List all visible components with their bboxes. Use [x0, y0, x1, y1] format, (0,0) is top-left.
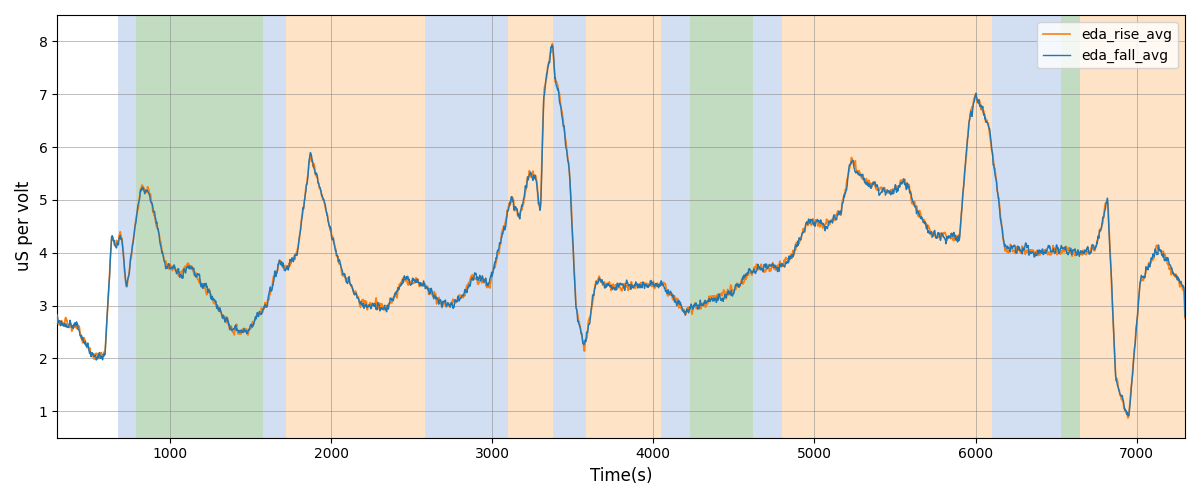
eda_rise_avg: [545, 40, 559, 46]
Bar: [991, 15, 1061, 438]
Bar: [1061, 15, 1080, 438]
Legend: eda_rise_avg, eda_fall_avg: eda_rise_avg, eda_fall_avg: [1037, 22, 1178, 68]
Bar: [754, 15, 782, 438]
eda_fall_avg: [1122, 412, 1136, 418]
Bar: [509, 15, 553, 438]
eda_rise_avg: [1121, 415, 1135, 421]
Bar: [286, 15, 425, 438]
eda_fall_avg: [1178, 314, 1193, 320]
Bar: [263, 15, 286, 438]
eda_fall_avg: [305, 156, 319, 162]
eda_rise_avg: [1068, 250, 1082, 256]
eda_fall_avg: [307, 166, 322, 172]
eda_fall_avg: [228, 322, 242, 328]
eda_fall_avg: [1068, 249, 1082, 255]
eda_fall_avg: [545, 42, 559, 48]
Bar: [690, 15, 754, 438]
eda_rise_avg: [305, 158, 319, 164]
Bar: [136, 15, 263, 438]
Bar: [661, 15, 690, 438]
X-axis label: Time(s): Time(s): [590, 467, 653, 485]
eda_fall_avg: [313, 184, 328, 190]
eda_fall_avg: [475, 273, 490, 279]
Bar: [425, 15, 509, 438]
Line: eda_rise_avg: eda_rise_avg: [58, 44, 1186, 418]
eda_rise_avg: [307, 162, 322, 168]
eda_rise_avg: [475, 276, 490, 282]
eda_rise_avg: [313, 184, 328, 190]
eda_fall_avg: [50, 312, 65, 318]
Y-axis label: uS per volt: uS per volt: [16, 181, 34, 272]
Line: eda_fall_avg: eda_fall_avg: [58, 46, 1186, 416]
eda_rise_avg: [1178, 316, 1193, 322]
Bar: [1080, 15, 1186, 438]
Bar: [782, 15, 991, 438]
Bar: [119, 15, 136, 438]
eda_rise_avg: [50, 314, 65, 320]
Bar: [586, 15, 661, 438]
eda_rise_avg: [228, 326, 242, 332]
Bar: [553, 15, 586, 438]
